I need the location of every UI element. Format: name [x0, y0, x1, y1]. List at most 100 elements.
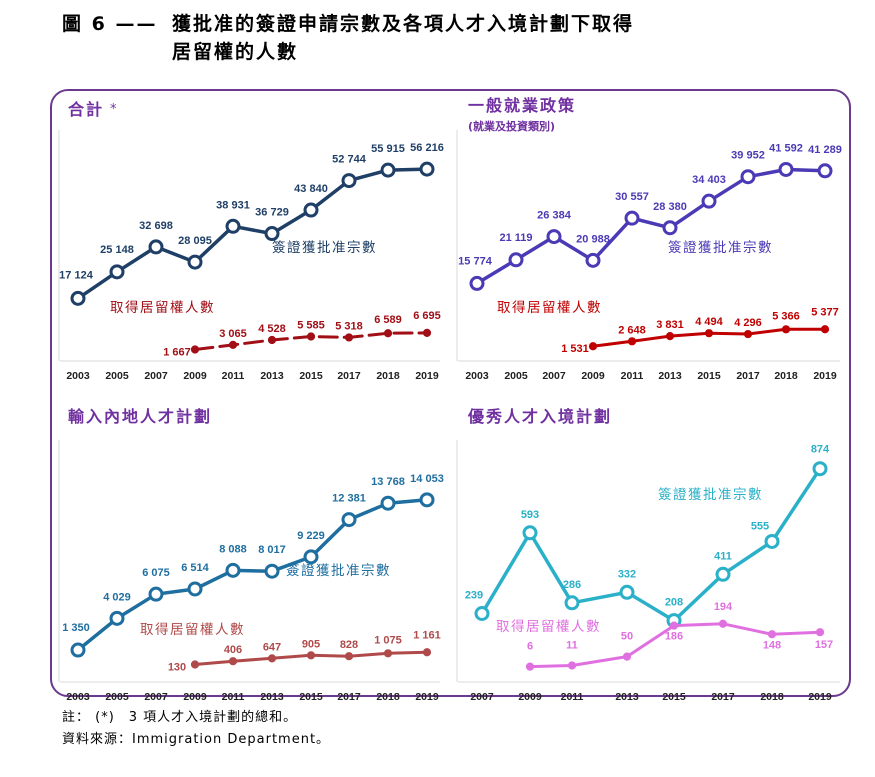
data-point: [228, 340, 238, 349]
chart-frame: [50, 89, 851, 697]
x-tick-label: 2005: [504, 370, 528, 382]
data-point: [344, 652, 354, 661]
data-point: [228, 657, 238, 666]
x-tick-label: 2011: [561, 691, 584, 703]
x-tick-label: 2019: [415, 691, 439, 703]
data-point: [383, 649, 393, 658]
data-label: 38 931: [216, 199, 250, 211]
data-label: 39 952: [731, 150, 765, 162]
data-label: 905: [302, 638, 320, 650]
data-label: 25 148: [100, 244, 134, 256]
x-tick-label: 2017: [711, 691, 735, 703]
data-label: 6 589: [374, 314, 402, 326]
data-label: 43 840: [294, 183, 328, 195]
data-label: 21 119: [499, 232, 532, 244]
data-label: 1 161: [413, 629, 441, 641]
series-line: [76, 167, 429, 301]
data-point: [781, 325, 791, 334]
series-label: 取得居留權人數: [497, 299, 602, 316]
data-label: 13 768: [371, 476, 405, 488]
data-point: [303, 549, 319, 565]
data-label: 41 289: [808, 144, 842, 156]
chart-title: 合計: [68, 100, 104, 119]
chart-title: 一般就業政策: [468, 96, 576, 115]
data-label: 148: [763, 639, 781, 651]
data-label: 5 585: [297, 320, 325, 332]
data-label: 12 381: [332, 493, 366, 505]
data-point: [109, 610, 125, 626]
data-label: 593: [521, 509, 539, 521]
data-label: 3 831: [656, 319, 684, 331]
data-label: 56 216: [410, 142, 444, 154]
series-label: 簽證獲批准宗數: [272, 239, 377, 256]
data-point: [419, 492, 435, 508]
data-point: [564, 595, 580, 611]
data-label: 1 075: [374, 634, 402, 646]
x-tick-label: 2015: [662, 691, 686, 703]
series-label: 簽證獲批准宗數: [668, 239, 773, 256]
data-point: [567, 661, 577, 670]
series-label: 簽證獲批准宗數: [658, 486, 763, 503]
x-tick-label: 2005: [105, 370, 129, 382]
data-point: [380, 495, 396, 511]
x-tick-label: 2013: [260, 691, 284, 703]
data-label: 157: [815, 639, 833, 651]
x-tick-label: 2011: [222, 691, 245, 703]
data-point: [812, 461, 828, 477]
x-tick-label: 2015: [299, 370, 323, 382]
data-label: 406: [224, 644, 242, 656]
data-point: [380, 162, 396, 178]
data-point: [187, 254, 203, 270]
data-point: [148, 586, 164, 602]
data-point: [715, 566, 731, 582]
data-label: 15 774: [458, 255, 493, 267]
data-label: 194: [714, 601, 733, 613]
data-label: 208: [665, 597, 683, 609]
data-point: [344, 333, 354, 342]
data-point: [740, 169, 756, 185]
x-tick-label: 2007: [542, 370, 566, 382]
data-label: 41 592: [769, 142, 803, 154]
data-label: 1 531: [561, 343, 589, 355]
figure-title-line1: 獲批准的簽證申請宗數及各項人才入境計劃下取得: [172, 13, 635, 35]
data-point: [508, 252, 524, 268]
data-label: 55 915: [371, 143, 405, 155]
data-point: [817, 163, 833, 179]
x-tick-label: 2013: [615, 691, 639, 703]
data-label: 239: [465, 590, 483, 602]
data-label: 4 494: [695, 316, 723, 328]
data-label: 28 380: [653, 201, 687, 213]
series-line: [76, 498, 429, 652]
data-point: [190, 660, 200, 669]
data-label: 20 988: [576, 233, 610, 245]
series-label: 取得居留權人數: [110, 299, 215, 316]
x-tick-label: 2019: [813, 370, 837, 382]
data-point: [546, 229, 562, 245]
data-point: [225, 562, 241, 578]
data-label: 5 377: [811, 306, 839, 318]
x-tick-label: 2007: [144, 691, 168, 703]
data-point: [225, 218, 241, 234]
x-tick-label: 2019: [415, 370, 439, 382]
data-point: [267, 335, 277, 345]
data-label: 1 667: [163, 346, 191, 358]
x-tick-label: 2017: [337, 370, 361, 382]
data-point: [665, 331, 675, 341]
data-point: [422, 328, 432, 337]
data-point: [70, 642, 86, 658]
data-label: 4 029: [103, 591, 131, 603]
data-label: 34 403: [692, 174, 726, 186]
data-point: [704, 329, 714, 338]
data-point: [743, 329, 753, 339]
x-tick-label: 2003: [66, 691, 90, 703]
data-point: [669, 621, 679, 630]
data-point: [148, 239, 164, 255]
data-point: [422, 648, 432, 657]
data-label: 4 296: [734, 317, 762, 329]
data-point: [778, 161, 794, 177]
data-point: [264, 563, 280, 579]
x-tick-label: 2015: [299, 691, 323, 703]
x-tick-label: 2015: [697, 370, 721, 382]
x-tick-label: 2018: [376, 370, 400, 382]
